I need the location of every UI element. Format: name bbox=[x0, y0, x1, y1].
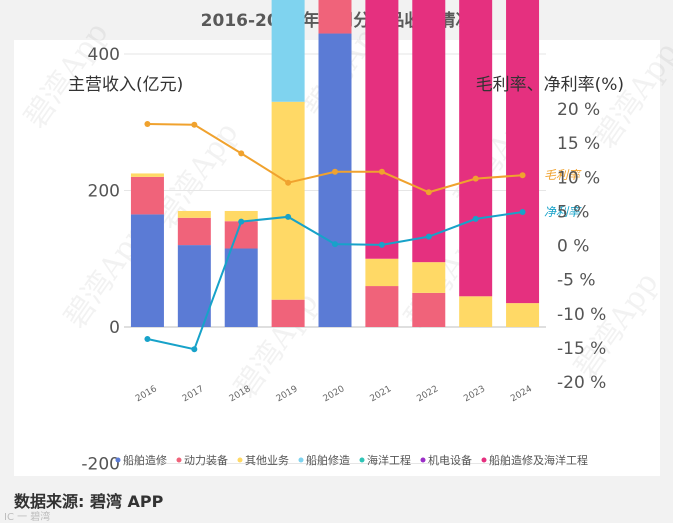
bar-segment bbox=[130, 173, 164, 177]
legend-swatch bbox=[420, 457, 426, 463]
bar-segment bbox=[318, 33, 352, 328]
legend-swatch bbox=[176, 457, 182, 463]
x-tick-label: 2017 bbox=[181, 384, 206, 404]
series-point bbox=[332, 241, 338, 248]
bar-segment bbox=[365, 0, 399, 259]
bar-segment bbox=[177, 245, 211, 327]
right-tick-label: 20 % bbox=[557, 100, 600, 120]
series-point bbox=[425, 189, 432, 196]
series-point bbox=[519, 172, 526, 179]
series-point bbox=[191, 121, 198, 128]
series-point bbox=[238, 150, 245, 157]
bar-segment bbox=[412, 262, 446, 293]
legend-swatch bbox=[237, 457, 243, 463]
series-point bbox=[425, 233, 432, 240]
x-tick-label: 2024 bbox=[509, 384, 534, 404]
right-tick-label: 10 % bbox=[557, 168, 600, 188]
bar-segment bbox=[271, 299, 305, 327]
legend-entry: 船舶修造 bbox=[306, 453, 350, 467]
series-point bbox=[378, 168, 385, 175]
bar-segment bbox=[177, 210, 211, 218]
legend-entry: 动力装备 bbox=[184, 453, 228, 467]
bar-segment bbox=[365, 286, 399, 327]
series-point bbox=[378, 241, 385, 248]
bar-segment bbox=[271, 101, 305, 300]
series-point bbox=[144, 121, 151, 128]
x-tick-label: 2023 bbox=[462, 384, 487, 404]
x-tick-label: 2021 bbox=[368, 384, 393, 404]
bar-segment bbox=[318, 0, 352, 34]
x-tick-label: 2020 bbox=[322, 384, 347, 404]
right-axis-label: 毛利率、净利率(%) bbox=[476, 75, 624, 95]
series-end-label: 毛利率 bbox=[544, 168, 582, 182]
legend-swatch bbox=[115, 457, 121, 463]
series-point bbox=[472, 215, 479, 222]
bar-segment bbox=[459, 0, 493, 297]
bar-segment bbox=[224, 210, 258, 222]
left-tick-label: 0 bbox=[109, 318, 120, 338]
series-point bbox=[519, 209, 526, 216]
bar-segment bbox=[224, 248, 258, 327]
right-tick-label: -20 % bbox=[557, 373, 606, 393]
legend-swatch bbox=[359, 457, 365, 463]
left-tick-label: 200 bbox=[88, 182, 120, 202]
legend-swatch bbox=[481, 457, 487, 463]
left-tick-label: 400 bbox=[88, 45, 120, 65]
left-axis-label: 主营收入(亿元) bbox=[68, 75, 183, 95]
bar-segment bbox=[130, 214, 164, 327]
right-tick-label: -10 % bbox=[557, 305, 606, 325]
legend-entry: 船舶造修 bbox=[123, 453, 167, 467]
legend-entry: 船舶造修及海洋工程 bbox=[489, 453, 588, 467]
bar-segment bbox=[130, 176, 164, 215]
right-tick-label: 15 % bbox=[557, 134, 600, 154]
right-tick-label: 5 % bbox=[557, 202, 589, 222]
bar-segment bbox=[365, 258, 399, 287]
x-tick-label: 2022 bbox=[415, 384, 440, 404]
series-point bbox=[285, 213, 292, 220]
legend-swatch bbox=[298, 457, 304, 463]
legend-entry: 海洋工程 bbox=[367, 453, 411, 467]
watermark-text: 碧湾App bbox=[588, 36, 673, 154]
right-tick-label: -5 % bbox=[557, 271, 596, 291]
bar-segment bbox=[177, 217, 211, 246]
series-point bbox=[332, 168, 338, 175]
bar-segment bbox=[412, 0, 446, 263]
corner-mark: IC 一 碧湾 bbox=[4, 512, 51, 523]
series-point bbox=[238, 218, 245, 225]
bar-segment bbox=[506, 0, 540, 304]
series-point bbox=[285, 179, 292, 186]
left-tick-label: -200 bbox=[81, 455, 120, 475]
series-point bbox=[191, 346, 198, 353]
bar-segment bbox=[412, 292, 446, 327]
series-end-label: 净利率 bbox=[544, 205, 582, 219]
series-point bbox=[144, 336, 151, 343]
bars bbox=[130, 0, 540, 328]
bar-segment bbox=[506, 303, 540, 327]
legend-entry: 机电设备 bbox=[428, 453, 472, 467]
series-point bbox=[472, 175, 479, 182]
data-source: 数据来源: 碧湾 APP bbox=[14, 492, 164, 511]
legend-entry: 其他业务 bbox=[245, 454, 289, 467]
bar-segment bbox=[271, 0, 305, 102]
right-tick-label: 0 % bbox=[557, 237, 589, 257]
x-tick-label: 2016 bbox=[134, 384, 159, 404]
bar-segment bbox=[224, 221, 258, 249]
bar-segment bbox=[459, 296, 493, 327]
right-tick-label: -15 % bbox=[557, 339, 606, 359]
legend: 船舶造修 动力装备 其他业务 船舶修造 海洋工程 机电设备 船舶造修及海洋工程 bbox=[115, 453, 588, 467]
x-tick-label: 2019 bbox=[275, 384, 300, 404]
